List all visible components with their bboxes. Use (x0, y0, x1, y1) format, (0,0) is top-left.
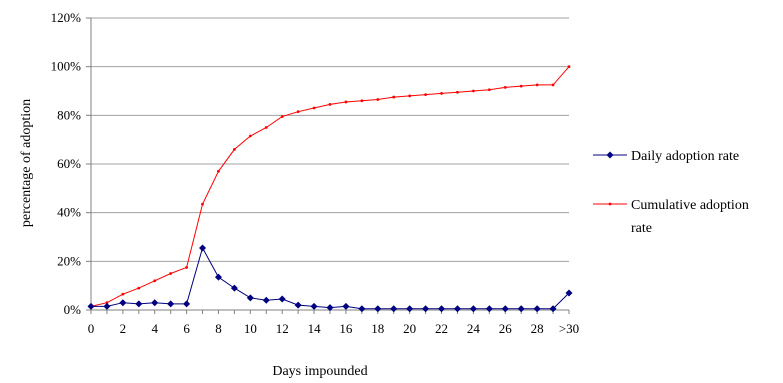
y-tick-label: 80% (57, 107, 81, 122)
data-point (326, 304, 334, 312)
legend-marker-daily (606, 151, 614, 159)
data-point (214, 273, 222, 281)
data-point (233, 148, 236, 151)
y-tick-label: 20% (57, 253, 81, 268)
data-point (169, 272, 173, 275)
data-point (262, 296, 270, 304)
data-point (551, 83, 555, 87)
data-point (424, 93, 427, 97)
x-tick-label: 26 (499, 321, 513, 336)
data-point (310, 302, 318, 310)
data-point (280, 115, 284, 118)
data-point (87, 302, 95, 310)
data-point (264, 126, 268, 129)
data-point (328, 102, 332, 106)
data-point (137, 286, 141, 290)
axes: 0%20%40%60%80%100%120%0 2 4 6 8 10 12 14 16 18 20 2… (51, 10, 580, 336)
data-point (456, 90, 459, 94)
data-point (296, 110, 300, 114)
data-point (392, 95, 396, 99)
x-tick-label: 14 (308, 321, 322, 336)
x-tick-label: 2 (120, 321, 127, 336)
y-tick-label: 120% (51, 10, 82, 25)
data-point (151, 299, 159, 307)
data-point (549, 305, 557, 313)
x-tick-label: 16 (339, 321, 353, 336)
x-tick-label: 28 (531, 321, 544, 336)
x-tick-label: 10 (244, 321, 257, 336)
data-point (119, 299, 127, 307)
data-point (453, 305, 461, 313)
series-daily-adoption (87, 244, 573, 313)
data-point (408, 94, 412, 98)
series-cumulative-adoption (89, 65, 571, 308)
data-point (183, 300, 191, 308)
data-point (121, 292, 125, 296)
data-point (422, 305, 430, 313)
legend-label-daily: Daily adoption rate (631, 149, 739, 164)
data-point (567, 65, 571, 69)
data-point (248, 134, 252, 138)
data-point (535, 83, 539, 87)
y-tick-label: 60% (57, 156, 81, 171)
data-point (376, 98, 380, 101)
data-point (246, 294, 254, 302)
data-point (390, 305, 398, 313)
data-point (565, 289, 573, 297)
data-point (472, 89, 475, 93)
legend-marker-cumulative (608, 202, 612, 206)
data-point (167, 300, 175, 308)
data-point (199, 244, 207, 252)
data-point (406, 305, 414, 313)
data-point (519, 84, 523, 88)
y-axis-title: percentage of adoption (19, 99, 34, 227)
data-point (358, 305, 366, 313)
x-tick-label: 22 (435, 321, 448, 336)
series-line (90, 66, 570, 307)
x-tick-label: 18 (371, 321, 384, 336)
data-point (517, 305, 525, 313)
data-point (312, 106, 316, 110)
data-point (344, 100, 348, 104)
data-point (360, 99, 364, 103)
data-point (135, 300, 143, 308)
data-point (438, 305, 446, 313)
data-point (230, 284, 238, 292)
legend-label-cumulative: Cumulative adoption rate (631, 198, 749, 236)
x-tick-label: 4 (151, 321, 158, 336)
data-point (533, 305, 541, 313)
data-point (217, 169, 220, 173)
data-point (201, 202, 204, 206)
data-point (501, 305, 509, 313)
data-point (278, 295, 286, 303)
data-point (153, 279, 157, 283)
data-point (440, 92, 443, 95)
x-tick-label: 8 (215, 321, 222, 336)
y-tick-label: 0% (64, 302, 82, 317)
x-axis-title: Days impounded (272, 364, 367, 379)
data-point (487, 88, 491, 92)
x-tick-label: 6 (183, 321, 190, 336)
data-point (469, 305, 477, 313)
legend: Daily adoption rate Cumulative adoption ra… (593, 149, 749, 236)
data-point (294, 301, 302, 309)
x-tick-label: 12 (276, 321, 289, 336)
x-tick-label: 24 (467, 321, 481, 336)
data-point (374, 305, 382, 313)
series-group (87, 65, 573, 313)
x-tick-label: >30 (559, 321, 579, 336)
x-tick-label: 0 (88, 321, 95, 336)
data-point (342, 302, 350, 310)
data-point (103, 302, 111, 310)
series-line (91, 246, 570, 310)
data-point (503, 85, 507, 89)
data-point (485, 305, 493, 313)
y-tick-label: 40% (57, 205, 81, 220)
data-point (105, 301, 109, 305)
x-tick-label: 20 (403, 321, 416, 336)
y-tick-label: 100% (51, 59, 82, 74)
data-point (185, 266, 189, 269)
gridlines (91, 17, 569, 311)
